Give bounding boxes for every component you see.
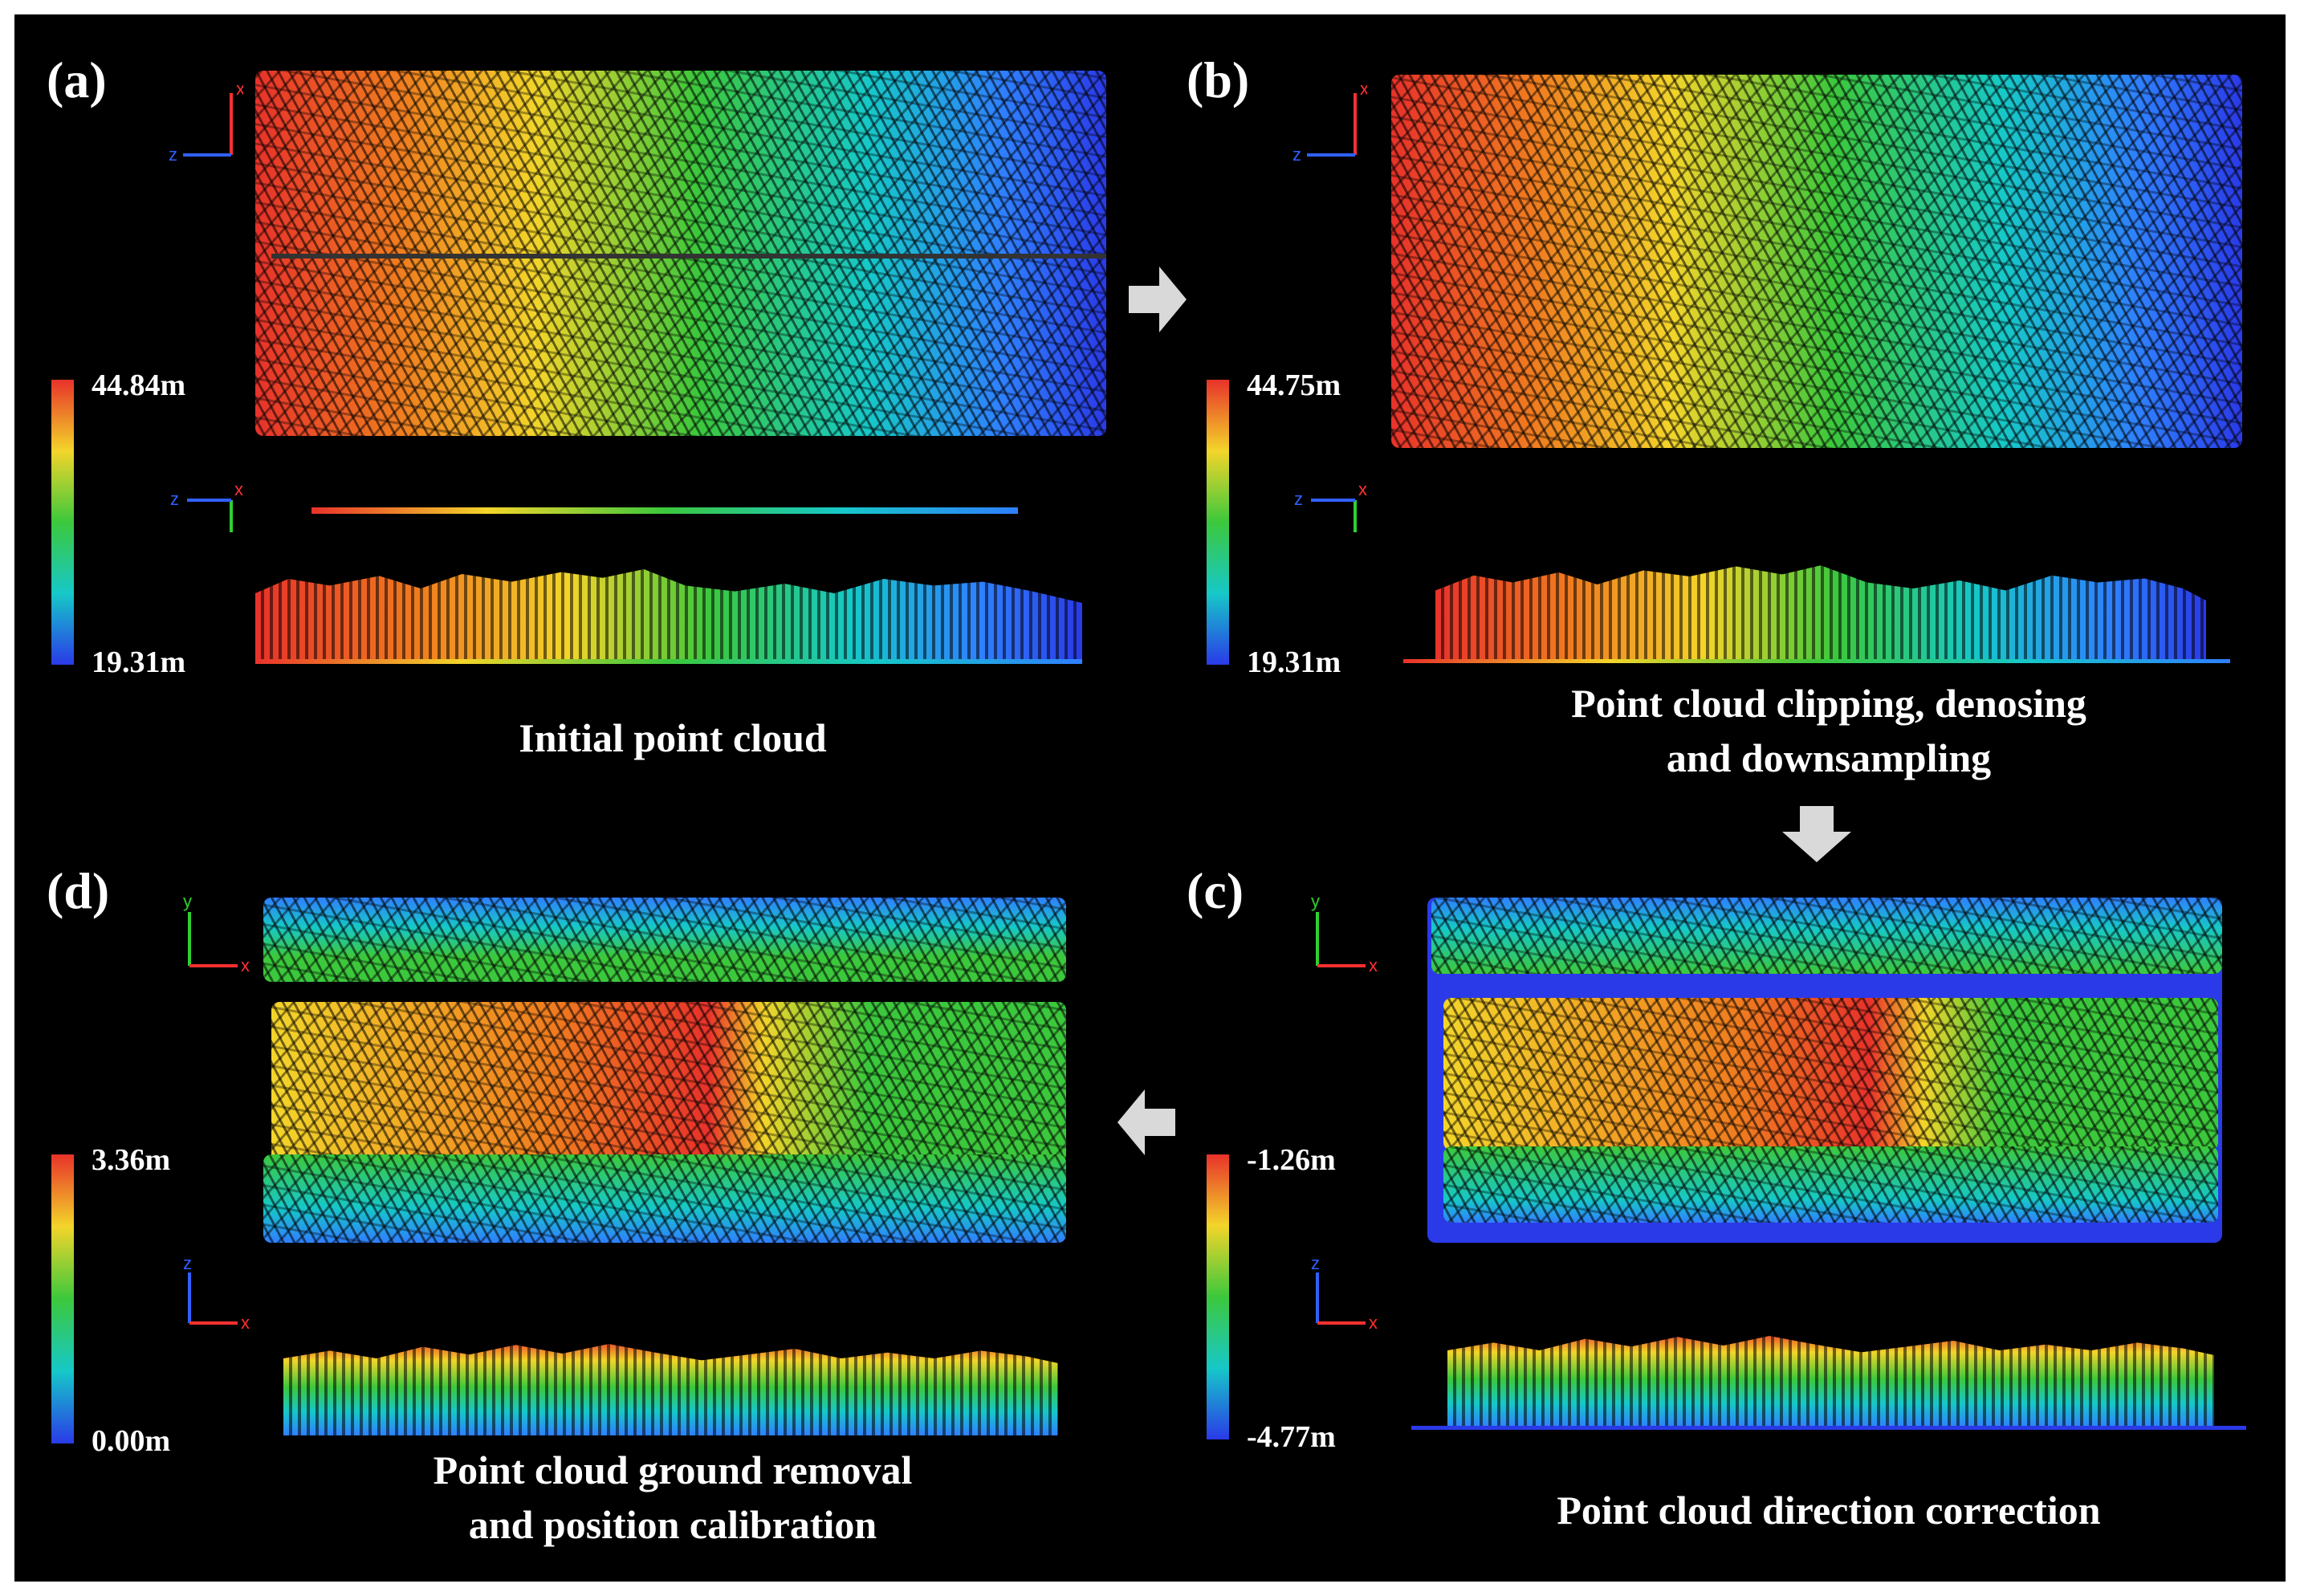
right-arrow-icon <box>1129 267 1187 332</box>
axis-triad-side-icon: x z <box>170 479 243 532</box>
caption-b: Point cloud clipping, denosing and downs… <box>1427 677 2230 785</box>
caption-d: Point cloud ground removal and position … <box>303 1443 1042 1552</box>
down-arrow-icon <box>1782 806 1851 862</box>
axis-label-x-b: x <box>1360 79 1367 99</box>
side-view-point-cloud-c <box>1447 1336 2214 1427</box>
bottom-hedge-d <box>263 1154 1066 1243</box>
left-arrow-icon <box>1117 1089 1175 1155</box>
panel-label-c: (c) <box>1187 862 1244 919</box>
figure-frame: (a) x z x z 44.84m <box>14 14 2286 1582</box>
axis-label-x-side-b: x <box>1358 479 1367 499</box>
bottom-hedge-c <box>1443 1146 2218 1223</box>
colorbar-min-label-a: 19.31m <box>92 645 186 679</box>
panel-label-d: (d) <box>47 862 110 919</box>
caption-a-line-1: Initial point cloud <box>519 715 827 760</box>
axis-label-z-b: z <box>1292 145 1301 165</box>
axis-label-x-side: x <box>234 479 243 499</box>
colorbar-max-label-d: 3.36m <box>92 1143 171 1177</box>
colorbar-min-label-b: 19.31m <box>1247 645 1341 679</box>
axis-label-x-side-d: x <box>241 1313 250 1333</box>
axis-label-z: z <box>169 145 177 165</box>
colorbar-a <box>51 380 74 665</box>
scan-line-a <box>271 254 1106 259</box>
caption-d-line-2: and position calibration <box>468 1501 877 1547</box>
ground-strip-a <box>311 507 1018 514</box>
plot-area-d <box>271 1002 1066 1162</box>
top-hedge-d <box>263 898 1066 982</box>
side-view-point-cloud-a <box>255 569 1082 661</box>
side-ground-line-a <box>255 659 1082 664</box>
axis-triad-icon-c: y x <box>1311 891 1378 975</box>
top-view-point-cloud-a <box>255 71 1106 436</box>
axis-triad-icon: x z <box>169 79 243 165</box>
side-ground-line-c <box>1411 1426 2246 1430</box>
side-ground-line-b <box>1403 659 2230 663</box>
plot-area-c <box>1443 998 2218 1150</box>
colorbar-max-label-c: -1.26m <box>1247 1143 1336 1177</box>
axis-label-y-c: y <box>1311 891 1320 911</box>
panel-label-b: (b) <box>1187 51 1250 108</box>
axis-triad-side-icon-d: z x <box>183 1255 250 1333</box>
caption-c: Point cloud direction correction <box>1427 1484 2230 1538</box>
axis-label-x-side-c: x <box>1369 1313 1378 1333</box>
panel-label-a: (a) <box>47 51 107 108</box>
axis-label-x: x <box>236 79 243 99</box>
axis-label-x-d: x <box>241 955 250 975</box>
caption-a: Initial point cloud <box>352 711 994 766</box>
caption-b-line-1: Point cloud clipping, denosing <box>1571 681 2086 726</box>
axis-label-z-d: z <box>183 1255 192 1273</box>
colorbar-min-label-c: -4.77m <box>1247 1420 1336 1454</box>
axis-label-z-side-b: z <box>1294 489 1303 509</box>
caption-c-line-1: Point cloud direction correction <box>1557 1488 2101 1533</box>
axis-triad-side-icon-c: z x <box>1311 1255 1378 1333</box>
axis-label-z-side: z <box>170 489 179 509</box>
colorbar-min-label-d: 0.00m <box>92 1424 171 1458</box>
top-view-point-cloud-b <box>1391 75 2242 448</box>
caption-b-line-2: and downsampling <box>1666 735 1992 780</box>
side-view-point-cloud-b <box>1435 565 2206 661</box>
colorbar-c <box>1207 1154 1229 1439</box>
top-hedge-c <box>1431 898 2222 974</box>
colorbar-d <box>51 1154 74 1443</box>
axis-label-z-c: z <box>1311 1255 1320 1273</box>
colorbar-max-label-a: 44.84m <box>92 368 186 402</box>
axis-label-y-d: y <box>183 891 192 911</box>
colorbar-b <box>1207 380 1229 665</box>
axis-triad-side-icon-b: x z <box>1294 479 1367 532</box>
axis-label-x-c: x <box>1369 955 1378 975</box>
axis-triad-icon-b: x z <box>1292 79 1367 165</box>
colorbar-max-label-b: 44.75m <box>1247 368 1341 402</box>
side-view-point-cloud-d <box>283 1344 1058 1435</box>
caption-d-line-1: Point cloud ground removal <box>433 1447 913 1492</box>
axis-triad-icon-d: y x <box>183 891 250 975</box>
